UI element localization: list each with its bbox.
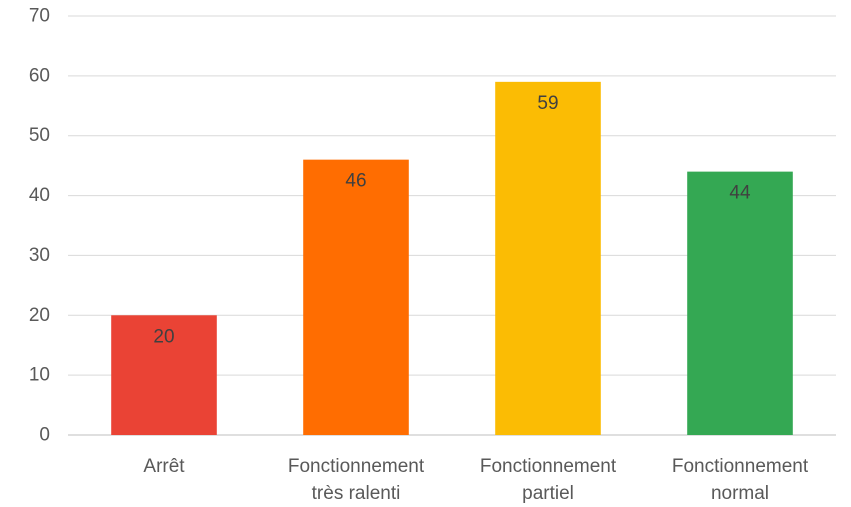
y-tick-label: 0 [39, 425, 50, 446]
data-label: 44 [729, 183, 751, 204]
y-tick-label: 50 [29, 125, 50, 146]
bar [303, 159, 409, 435]
bar [111, 315, 217, 435]
y-tick-label: 70 [29, 6, 50, 27]
y-tick-label: 20 [29, 305, 50, 326]
bar [495, 81, 601, 435]
category-label: Fonctionnement [480, 456, 617, 477]
category-label: Arrêt [143, 456, 185, 477]
data-label: 20 [153, 326, 174, 347]
data-labels: 20 46 59 44 [153, 93, 751, 347]
x-axis-category-labels: Arrêt Fonctionnement très ralenti Fonctionn… [143, 456, 808, 504]
category-label: normal [711, 483, 769, 504]
y-axis-tick-labels: 0 10 20 30 40 50 60 70 [29, 6, 50, 446]
data-label: 46 [345, 171, 366, 192]
y-tick-label: 40 [29, 185, 50, 206]
bars [111, 81, 793, 435]
y-tick-label: 60 [29, 65, 50, 86]
bar [687, 171, 793, 435]
y-tick-label: 10 [29, 365, 50, 386]
category-label: partiel [522, 483, 574, 504]
category-label: Fonctionnement [288, 456, 425, 477]
category-label: Fonctionnement [672, 456, 809, 477]
y-tick-label: 30 [29, 245, 50, 266]
data-label: 59 [537, 93, 558, 114]
category-label: très ralenti [312, 483, 401, 504]
